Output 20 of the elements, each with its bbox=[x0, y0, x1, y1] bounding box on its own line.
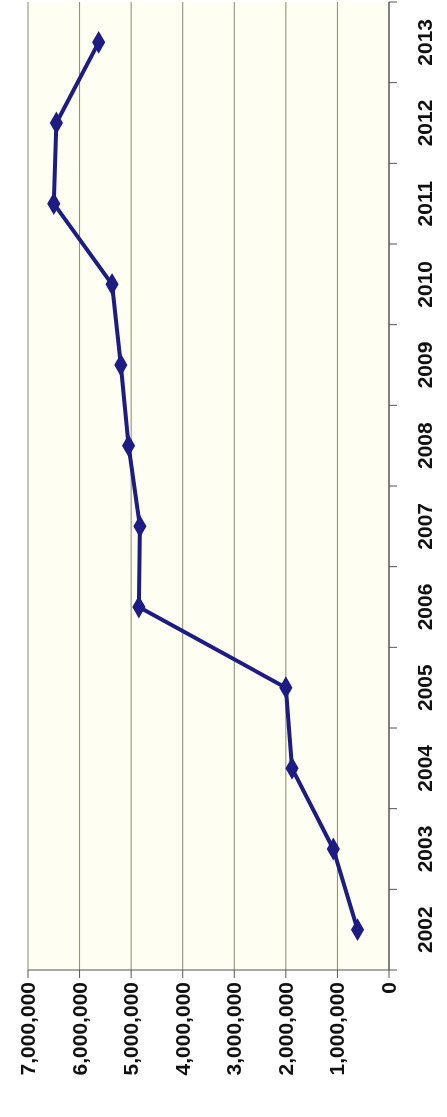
y-tick-label: 2013 bbox=[413, 18, 436, 66]
y-tick-label: 2004 bbox=[413, 744, 436, 792]
y-tick-label: 2006 bbox=[413, 583, 436, 631]
y-tick-label: 2012 bbox=[413, 99, 436, 147]
y-tick-label: 2008 bbox=[413, 421, 436, 470]
y-tick-label: 2005 bbox=[413, 663, 436, 712]
x-tick-label: 6,000,000 bbox=[67, 982, 91, 1076]
x-tick-label: 3,000,000 bbox=[222, 982, 246, 1076]
x-tick-label: 0 bbox=[377, 982, 400, 994]
y-tick-label: 2007 bbox=[413, 502, 436, 550]
x-tick-label: 2,000,000 bbox=[273, 982, 297, 1076]
y-tick-label: 2003 bbox=[413, 825, 436, 873]
x-tick-label: 1,000,000 bbox=[325, 982, 349, 1076]
x-tick-label: 5,000,000 bbox=[119, 982, 143, 1076]
y-tick-label: 2011 bbox=[413, 180, 436, 227]
x-tick-label: 7,000,000 bbox=[16, 982, 39, 1076]
y-tick-label: 2009 bbox=[413, 341, 436, 389]
y-tick-label: 2002 bbox=[413, 906, 436, 954]
x-tick-label: 4,000,000 bbox=[170, 982, 194, 1076]
y-tick-label: 2010 bbox=[413, 260, 436, 308]
